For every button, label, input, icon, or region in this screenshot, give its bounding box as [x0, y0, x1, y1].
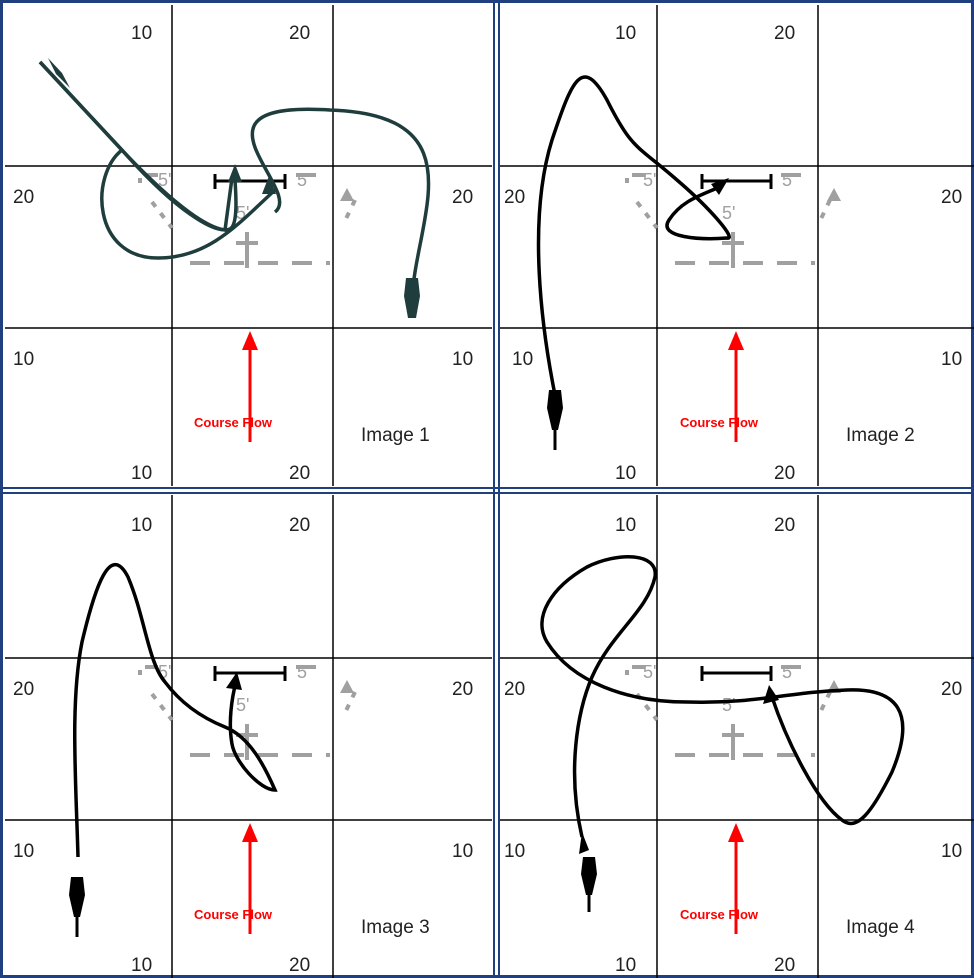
grid-label: 20: [941, 679, 962, 700]
grid-label: 20: [13, 679, 34, 700]
dist-label: 5': [158, 170, 171, 190]
grid-label: 10: [452, 841, 473, 862]
right-diagonal: [341, 199, 357, 226]
course-flow-arrowhead: [728, 823, 744, 842]
grid-label: 10: [615, 955, 636, 976]
image-label: Image 3: [361, 917, 430, 938]
grid-label: 10: [13, 349, 34, 370]
grid-label: 10: [131, 23, 152, 44]
left-diagonal: [150, 692, 174, 722]
grid-label: 10: [131, 955, 152, 976]
grid-label: 20: [452, 187, 473, 208]
grid-label: 10: [512, 349, 533, 370]
path-arrow: [711, 178, 729, 195]
right-diagonal: [816, 199, 832, 226]
left-diagonal: [635, 200, 659, 230]
left-diagonal: [150, 200, 174, 230]
image-label: Image 4: [846, 917, 915, 938]
grid-label: 10: [13, 841, 34, 862]
grid-label: 10: [452, 349, 473, 370]
aircraft-end-icon: [547, 390, 563, 430]
grid-label: 20: [774, 515, 795, 536]
course-flow-label: Course Flow: [194, 415, 273, 430]
grid-label: 10: [504, 841, 525, 862]
aircraft-start-icon: [48, 58, 70, 88]
path-arrow: [763, 685, 779, 704]
cone-marker: [340, 680, 354, 693]
flight-path: [540, 555, 905, 838]
panel-image-2: 5' 5' 5' Course Flow 10 20 20 20 10 10 1…: [500, 5, 974, 486]
grid-label: 20: [774, 23, 795, 44]
flight-path: [72, 562, 278, 858]
course-flow-label: Course Flow: [680, 907, 759, 922]
right-diagonal: [816, 691, 832, 718]
path-arrow: [226, 672, 242, 690]
grid-label: 20: [289, 23, 310, 44]
panel-image-1: 5' 5' 5' Course Flow 10 20 20 20 10 10 1…: [5, 5, 492, 486]
grid-label: 20: [289, 463, 310, 484]
right-diagonal: [341, 691, 357, 718]
grid-label: 10: [615, 515, 636, 536]
course-flow-arrowhead: [242, 331, 258, 350]
image-label: Image 2: [846, 425, 915, 446]
grid-label: 10: [131, 515, 152, 536]
dist-label: 5': [722, 695, 735, 715]
grid-label: 20: [452, 679, 473, 700]
panel-image-3: 5' 5' 5' Course Flow 10 20 20 20 10 10 1…: [5, 495, 492, 978]
course-flow-label: Course Flow: [680, 415, 759, 430]
grid-label: 20: [774, 955, 795, 976]
obstacle-gate: [625, 173, 832, 268]
aircraft-end-icon: [581, 857, 597, 895]
grid-label: 10: [615, 23, 636, 44]
grid-label: 20: [774, 463, 795, 484]
cone-marker: [827, 188, 841, 201]
dist-label: 5': [643, 662, 656, 682]
aircraft-end-icon: [69, 877, 85, 917]
cone-marker: [340, 188, 354, 201]
grid-label: 20: [941, 187, 962, 208]
grid-label: 20: [504, 679, 525, 700]
dist-label: 5': [782, 170, 795, 190]
dist-label: 5': [297, 170, 310, 190]
flight-path: [536, 75, 731, 396]
path-arrow: [262, 176, 276, 194]
grid-label: 20: [13, 187, 34, 208]
path-arrow: [228, 164, 242, 182]
image-label: Image 1: [361, 425, 430, 446]
dist-label: 5': [643, 170, 656, 190]
grid-label: 10: [941, 841, 962, 862]
panel-image-4: 5' 5' 5' Course Flow 10 20 20 20 10 10 1…: [500, 495, 974, 978]
course-flow-arrowhead: [242, 823, 258, 842]
course-flow-arrowhead: [728, 331, 744, 350]
grid-label: 10: [941, 349, 962, 370]
flight-path-segment: [38, 60, 238, 232]
grid-label: 20: [289, 515, 310, 536]
obstacle-gate: [138, 173, 357, 268]
dist-label: 5': [236, 695, 249, 715]
grid-label: 20: [289, 955, 310, 976]
dist-label: 5': [297, 662, 310, 682]
grid-label: 10: [131, 463, 152, 484]
aircraft-end-icon: [404, 278, 420, 318]
grid-label: 20: [504, 187, 525, 208]
dist-label: 5': [722, 203, 735, 223]
grid-label: 10: [615, 463, 636, 484]
course-flow-label: Course Flow: [194, 907, 273, 922]
dist-label: 5': [782, 662, 795, 682]
aircraft-nose: [579, 832, 589, 854]
